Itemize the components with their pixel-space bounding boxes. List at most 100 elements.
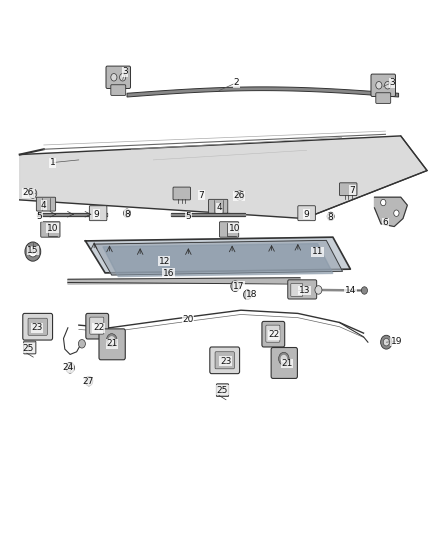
Text: 17: 17 [233, 282, 244, 290]
Polygon shape [127, 87, 399, 97]
Polygon shape [103, 244, 333, 277]
Text: 21: 21 [281, 359, 293, 368]
FancyBboxPatch shape [215, 352, 234, 369]
Circle shape [66, 362, 74, 373]
FancyBboxPatch shape [376, 93, 391, 103]
Circle shape [385, 82, 391, 89]
Polygon shape [68, 278, 300, 284]
Circle shape [120, 74, 126, 81]
Text: 26: 26 [233, 191, 244, 200]
FancyBboxPatch shape [86, 313, 109, 339]
Circle shape [28, 246, 37, 257]
Text: 25: 25 [217, 386, 228, 394]
FancyBboxPatch shape [24, 341, 36, 354]
Polygon shape [85, 237, 350, 273]
Text: 12: 12 [159, 257, 170, 265]
Text: 19: 19 [391, 337, 402, 345]
Text: 20: 20 [183, 316, 194, 324]
Text: 11: 11 [312, 247, 323, 256]
Circle shape [327, 212, 334, 221]
Text: 13: 13 [299, 286, 310, 295]
Text: 24: 24 [62, 364, 74, 372]
Text: 4: 4 [216, 204, 222, 212]
Text: 3: 3 [122, 68, 128, 76]
FancyBboxPatch shape [89, 206, 107, 221]
Circle shape [106, 334, 117, 346]
Circle shape [236, 191, 244, 200]
FancyBboxPatch shape [288, 280, 317, 299]
Circle shape [29, 189, 37, 198]
Circle shape [279, 352, 289, 365]
Text: 9: 9 [93, 210, 99, 219]
Circle shape [361, 287, 367, 294]
FancyBboxPatch shape [173, 187, 191, 200]
Circle shape [244, 290, 251, 300]
Text: 18: 18 [246, 290, 258, 299]
FancyBboxPatch shape [90, 317, 104, 334]
FancyBboxPatch shape [23, 313, 53, 340]
Text: 22: 22 [268, 330, 279, 339]
FancyBboxPatch shape [298, 206, 315, 221]
FancyBboxPatch shape [219, 222, 239, 237]
FancyBboxPatch shape [208, 199, 228, 213]
Polygon shape [171, 213, 245, 216]
Polygon shape [94, 240, 343, 275]
Circle shape [231, 281, 240, 292]
Text: 14: 14 [345, 286, 356, 295]
Text: 9: 9 [304, 210, 310, 219]
Circle shape [111, 74, 117, 81]
Text: 25: 25 [23, 344, 34, 352]
Text: 21: 21 [106, 340, 117, 348]
FancyBboxPatch shape [216, 384, 229, 397]
Circle shape [109, 337, 114, 343]
Text: 22: 22 [93, 324, 104, 332]
Text: 8: 8 [124, 210, 130, 219]
Text: 7: 7 [198, 191, 205, 199]
Text: 1: 1 [49, 158, 56, 167]
Text: 27: 27 [82, 377, 93, 385]
FancyBboxPatch shape [111, 85, 126, 95]
Text: 5: 5 [36, 213, 42, 221]
Text: 26: 26 [23, 189, 34, 197]
Circle shape [315, 286, 322, 294]
FancyBboxPatch shape [41, 222, 60, 237]
FancyBboxPatch shape [99, 329, 125, 360]
FancyBboxPatch shape [266, 325, 280, 342]
Circle shape [381, 335, 392, 349]
FancyBboxPatch shape [28, 318, 47, 335]
Circle shape [381, 199, 386, 206]
Text: 7: 7 [350, 186, 356, 195]
FancyBboxPatch shape [36, 197, 56, 211]
FancyBboxPatch shape [106, 66, 131, 88]
FancyBboxPatch shape [371, 74, 396, 96]
Text: 23: 23 [32, 324, 43, 332]
FancyBboxPatch shape [210, 347, 240, 374]
Circle shape [124, 209, 131, 217]
Text: 10: 10 [229, 224, 240, 232]
Circle shape [383, 338, 389, 346]
Circle shape [394, 210, 399, 216]
Text: 2: 2 [234, 78, 239, 87]
Text: 3: 3 [389, 78, 395, 87]
Polygon shape [20, 136, 427, 219]
Polygon shape [37, 213, 107, 216]
Circle shape [85, 376, 93, 386]
Circle shape [376, 82, 382, 89]
Circle shape [31, 249, 35, 254]
Text: 4: 4 [41, 201, 46, 209]
Text: 6: 6 [382, 219, 389, 227]
Text: 23: 23 [220, 357, 231, 366]
Text: 15: 15 [27, 246, 39, 255]
Text: 10: 10 [47, 224, 58, 232]
Circle shape [78, 340, 85, 348]
Circle shape [25, 242, 41, 261]
FancyBboxPatch shape [262, 321, 285, 347]
Text: 16: 16 [163, 269, 174, 278]
FancyBboxPatch shape [271, 348, 297, 378]
Circle shape [281, 356, 286, 362]
FancyBboxPatch shape [291, 284, 303, 296]
Text: 8: 8 [328, 213, 334, 222]
Text: 5: 5 [185, 213, 191, 221]
FancyBboxPatch shape [339, 183, 357, 196]
Polygon shape [374, 197, 407, 227]
